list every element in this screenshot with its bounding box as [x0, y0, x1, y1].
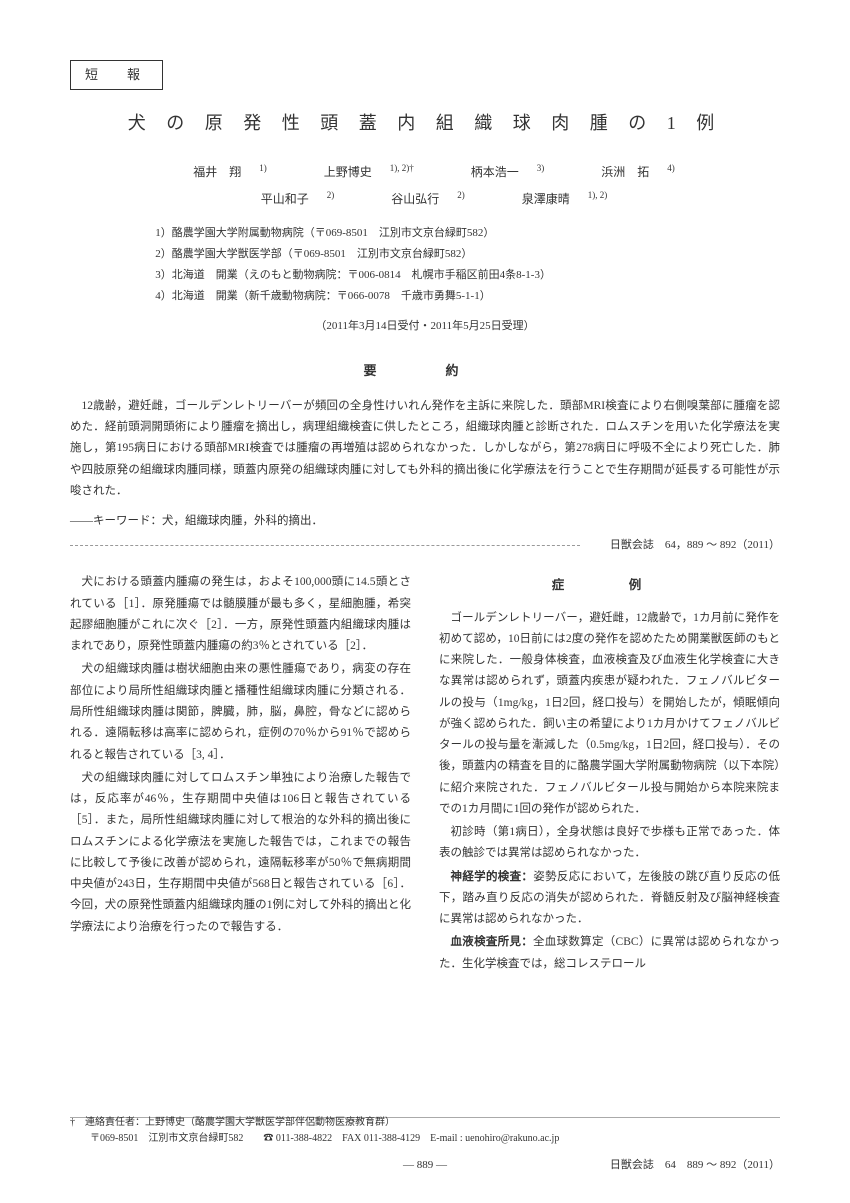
affiliation: 4）北海道 開業（新千歳動物病院：〒066-0078 千歳市勇舞5-1-1）: [155, 286, 695, 307]
case-section-heading: 症 例: [439, 574, 780, 597]
affiliations-block: 1）酪農学園大学附属動物病院（〒069-8501 江別市文京台緑町582） 2）…: [155, 223, 695, 307]
footer-citation: 日獣会誌 64 889 ～ 892（2011）: [543, 1156, 780, 1175]
left-column: 犬における頭蓋内腫瘍の発生は，およそ100,000頭に14.5頭とされている［1…: [70, 572, 411, 977]
body-columns: 犬における頭蓋内腫瘍の発生は，およそ100,000頭に14.5頭とされている［1…: [70, 572, 780, 977]
author: 泉澤康晴1), 2): [504, 192, 608, 206]
blood-test-paragraph: 血液検査所見：全血球数算定（CBC）に異常は認められなかった．生化学検査では，総…: [439, 932, 780, 975]
affiliation: 2）酪農学園大学獣医学部（〒069-8501 江別市文京台緑町582）: [155, 244, 695, 265]
author: 浜洲 拓4): [583, 165, 675, 179]
authors-row-2: 平山和子2) 谷山弘行2) 泉澤康晴1), 2): [70, 188, 780, 209]
neuro-exam-paragraph: 神経学的検査：姿勢反応において，左後肢の跳び直り反応の低下，踏み直り反応の消失が…: [439, 867, 780, 931]
case-paragraph: ゴールデンレトリーバー，避妊雌，12歳齢で，1カ月前に発作を初めて認め，10日前…: [439, 608, 780, 821]
case-paragraph: 初診時（第1病日），全身状態は良好で歩様も正常であった．体表の触診では異常は認め…: [439, 822, 780, 865]
page-footer: ― 889 ― 日獣会誌 64 889 ～ 892（2011）: [70, 1156, 780, 1175]
corresponding-author-footnote: † 連絡責任者：上野博史（酪農学園大学獣医学部伴侶動物医療教育群） 〒069-8…: [70, 1115, 780, 1147]
author: 柄本浩一3): [453, 165, 545, 179]
author: 谷山弘行2): [373, 192, 465, 206]
abstract-heading: 要 約: [70, 360, 780, 382]
citation-top: 日獣会誌 64，889 ～ 892（2011）: [70, 536, 780, 555]
subsection-label: 神経学的検査：: [451, 871, 534, 883]
author: 平山和子2): [243, 192, 335, 206]
abstract-body: 12歳齢，避妊雌，ゴールデンレトリーバーが頻回の全身性けいれん発作を主訴に来院し…: [70, 396, 780, 502]
author: 上野博史1), 2)†: [306, 165, 414, 179]
subsection-label: 血液検査所見：: [451, 936, 534, 948]
authors-row-1: 福井 翔1) 上野博史1), 2)† 柄本浩一3) 浜洲 拓4): [70, 161, 780, 182]
keywords-line: ――キーワード：犬，組織球肉腫，外科的摘出．: [70, 512, 780, 532]
intro-paragraph: 犬の組織球肉腫は樹状細胞由来の悪性腫瘍であり，病変の存在部位により局所性組織球肉…: [70, 659, 411, 765]
intro-paragraph: 犬における頭蓋内腫瘍の発生は，およそ100,000頭に14.5頭とされている［1…: [70, 572, 411, 657]
page-number: ― 889 ―: [307, 1156, 544, 1175]
affiliation: 1）酪農学園大学附属動物病院（〒069-8501 江別市文京台緑町582）: [155, 223, 695, 244]
intro-paragraph: 犬の組織球肉腫に対してロムスチン単独により治療した報告では，反応率が46％，生存…: [70, 768, 411, 938]
received-accepted-dates: （2011年3月14日受付・2011年5月25日受理）: [70, 317, 780, 336]
paper-title: 犬 の 原 発 性 頭 蓋 内 組 織 球 肉 腫 の 1 例: [70, 108, 780, 139]
right-column: 症 例 ゴールデンレトリーバー，避妊雌，12歳齢で，1カ月前に発作を初めて認め，…: [439, 572, 780, 977]
category-label: 短 報: [70, 60, 163, 90]
author: 福井 翔1): [175, 165, 267, 179]
affiliation: 3）北海道 開業（えのもと動物病院：〒006-0814 札幌市手稲区前田4条8-…: [155, 265, 695, 286]
